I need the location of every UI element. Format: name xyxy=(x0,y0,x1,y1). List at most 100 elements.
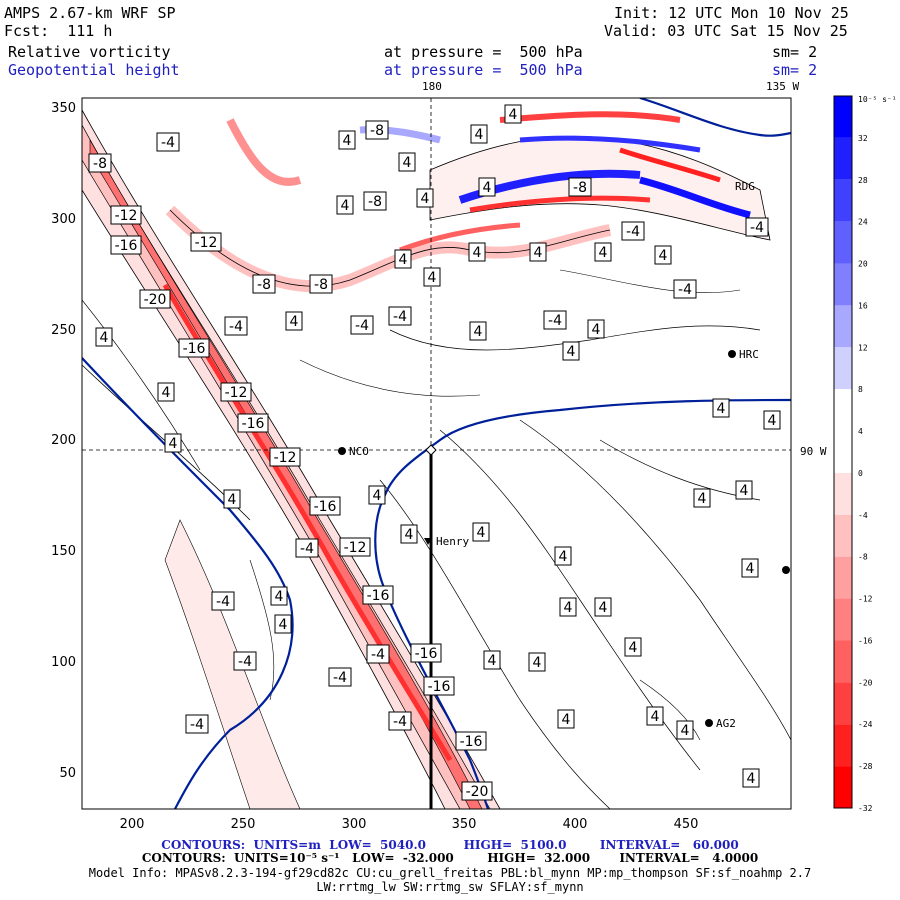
contour-label-text: -4 xyxy=(190,717,204,733)
vort-contour xyxy=(249,559,275,701)
station-hrc-dot xyxy=(728,350,736,358)
contour-label: 4 xyxy=(95,327,113,347)
lat-label-90w: 90 W xyxy=(800,445,827,458)
contour-label: 4 xyxy=(557,709,575,729)
station-hrc-label: HRC xyxy=(739,348,759,361)
field2-smooth: sm= 2 xyxy=(772,61,818,79)
colorbar-tick-label: -12 xyxy=(858,595,873,604)
contour-label: -4 xyxy=(156,132,180,152)
colorbar-tick-label: 8 xyxy=(858,385,863,394)
map-plot-area: -4 4 -8 4 4 -8 4 4 -8 4 4 -12 -16 -12 -4 4 -4 4 4 4 4 -8 -8 4 -4… xyxy=(82,98,791,809)
x-tick-label: 200 xyxy=(120,817,145,832)
contour-label: -4 xyxy=(543,310,567,330)
contour-label: 4 xyxy=(504,104,522,124)
colorbar-tick-label: -8 xyxy=(858,553,868,562)
station-east-dot xyxy=(782,566,790,574)
contour-label: -4 xyxy=(328,667,352,687)
x-tick-label: 450 xyxy=(674,817,699,832)
contour-label: 4 xyxy=(554,546,572,566)
contour-label: 4 xyxy=(398,152,416,172)
colorbar-tick-label: 20 xyxy=(858,260,868,269)
upper-left-streak xyxy=(226,118,302,186)
contour-label-text: -20 xyxy=(144,292,167,308)
contour-label: 4 xyxy=(763,410,781,430)
contour-label-text: 4 xyxy=(567,344,576,360)
contour-label-text: -16 xyxy=(415,646,438,662)
station-henry-marker xyxy=(424,538,432,545)
contour-label: -16 xyxy=(410,643,442,663)
vort-contour xyxy=(82,299,201,471)
contour-label: 4 xyxy=(742,768,760,788)
contour-label: -8 xyxy=(365,120,389,140)
contour-label-text: 4 xyxy=(746,561,755,577)
contour-label-text: -4 xyxy=(333,670,347,686)
contour-label: -8 xyxy=(252,274,276,294)
contour-label: 4 xyxy=(223,489,241,509)
colorbar-swatch xyxy=(834,556,852,599)
contour-label: 4 xyxy=(676,720,694,740)
contour-label-text: 4 xyxy=(475,127,484,143)
contour-label: -16 xyxy=(423,676,455,696)
x-tick-label: 300 xyxy=(342,817,367,832)
x-axis: 200 250 300 350 400 450 xyxy=(120,817,699,832)
footer-vorticity-contours: CONTOURS: UNITS=10⁻⁵ s⁻¹ LOW= -32.000 HI… xyxy=(141,851,759,865)
y-tick-label: 50 xyxy=(59,766,76,781)
colorbar-tick-label: 32 xyxy=(858,134,868,143)
weak-neg-band xyxy=(164,519,301,809)
contour-label-text: 4 xyxy=(559,549,568,565)
contour-label: -16 xyxy=(110,235,142,255)
contour-label: 4 xyxy=(164,433,182,453)
contour-label: 4 xyxy=(416,188,434,208)
footer-height-contours: CONTOURS: UNITS=m LOW= 5040.0 HIGH= 5100… xyxy=(161,838,739,852)
colorbar-tick-label: -24 xyxy=(858,720,873,729)
contour-label-text: -12 xyxy=(225,385,248,401)
colorbar-swatch xyxy=(834,96,852,138)
map-frame xyxy=(81,97,792,810)
neg-vorticity-streak-3 xyxy=(619,147,721,183)
contour-label: 4 xyxy=(394,249,412,269)
valid-time: Valid: 03 UTC Sat 15 Nov 25 xyxy=(604,22,848,40)
contour-label: -12 xyxy=(339,537,371,557)
colorbar-swatch xyxy=(834,640,852,683)
contour-label: 4 xyxy=(478,177,496,197)
colorbar-swatch xyxy=(834,347,852,390)
colorbar-swatch xyxy=(834,179,852,222)
colorbar-tick-label: 28 xyxy=(858,176,868,185)
contour-label: -4 xyxy=(621,221,645,241)
colorbar-swatch xyxy=(834,598,852,641)
x-tick-label: 400 xyxy=(563,817,588,832)
contour-label-text: 4 xyxy=(279,617,288,633)
contour-label-text: 4 xyxy=(629,640,638,656)
contour-label-text: 4 xyxy=(533,655,542,671)
contour-label: 4 xyxy=(483,650,501,670)
south-pole-marker xyxy=(425,444,437,456)
contour-label: 4 xyxy=(529,242,547,262)
contour-label: 4 xyxy=(368,485,386,505)
colorbar-swatch xyxy=(834,724,852,767)
contour-label-text: 4 xyxy=(428,270,437,286)
contour-label: 4 xyxy=(270,586,288,606)
contour-label-text: -4 xyxy=(750,220,764,236)
contour-label-text: -4 xyxy=(393,714,407,730)
contour-label-text: 4 xyxy=(473,245,482,261)
vort-contour xyxy=(559,269,741,293)
contour-label: -4 xyxy=(745,217,769,237)
height-contour-5100 xyxy=(374,398,791,809)
contour-label: -4 xyxy=(673,279,697,299)
contour-label: -8 xyxy=(88,153,112,173)
neg-vorticity-streak-1 xyxy=(469,195,651,213)
contour-label: -8 xyxy=(568,177,592,197)
contour-label: 4 xyxy=(559,597,577,617)
y-tick-label: 350 xyxy=(51,101,76,116)
contour-label: 4 xyxy=(562,341,580,361)
footer-model-info-2: LW:rrtmg_lw SW:rrtmg_sw SFLAY:sf_mynn xyxy=(316,880,584,894)
station-nco-label: NCO xyxy=(349,445,369,458)
vort-contour xyxy=(379,479,611,809)
contour-label: -8 xyxy=(363,191,387,211)
colorbar-tick-label: 0 xyxy=(858,469,863,478)
colorbar-tick-label: -28 xyxy=(858,762,873,771)
colorbar-tick-label: -4 xyxy=(858,511,868,520)
contour-label: 4 xyxy=(423,267,441,287)
contour-label: 4 xyxy=(468,242,486,262)
contour-label-text: -8 xyxy=(370,123,384,139)
